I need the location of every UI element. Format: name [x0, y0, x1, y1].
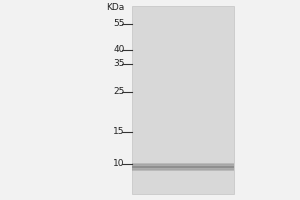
Bar	[132, 169, 234, 170]
Bar	[132, 170, 234, 171]
Bar	[132, 164, 234, 165]
Bar	[132, 167, 234, 168]
Bar	[132, 166, 234, 167]
Bar	[132, 171, 234, 172]
Bar	[132, 164, 234, 165]
Bar	[132, 166, 234, 167]
Text: 35: 35	[113, 60, 124, 68]
Text: 55: 55	[113, 20, 124, 28]
Bar	[132, 162, 234, 163]
Bar	[132, 167, 234, 168]
Bar	[132, 165, 234, 166]
Text: 15: 15	[113, 128, 124, 136]
Text: 10: 10	[113, 160, 124, 168]
FancyBboxPatch shape	[132, 6, 234, 194]
Bar	[132, 169, 234, 170]
Bar	[132, 170, 234, 171]
Text: KDa: KDa	[106, 3, 124, 12]
Text: 25: 25	[113, 88, 124, 97]
Bar	[132, 168, 234, 169]
Bar	[132, 163, 234, 164]
Bar	[132, 163, 234, 164]
Text: 40: 40	[113, 46, 124, 54]
